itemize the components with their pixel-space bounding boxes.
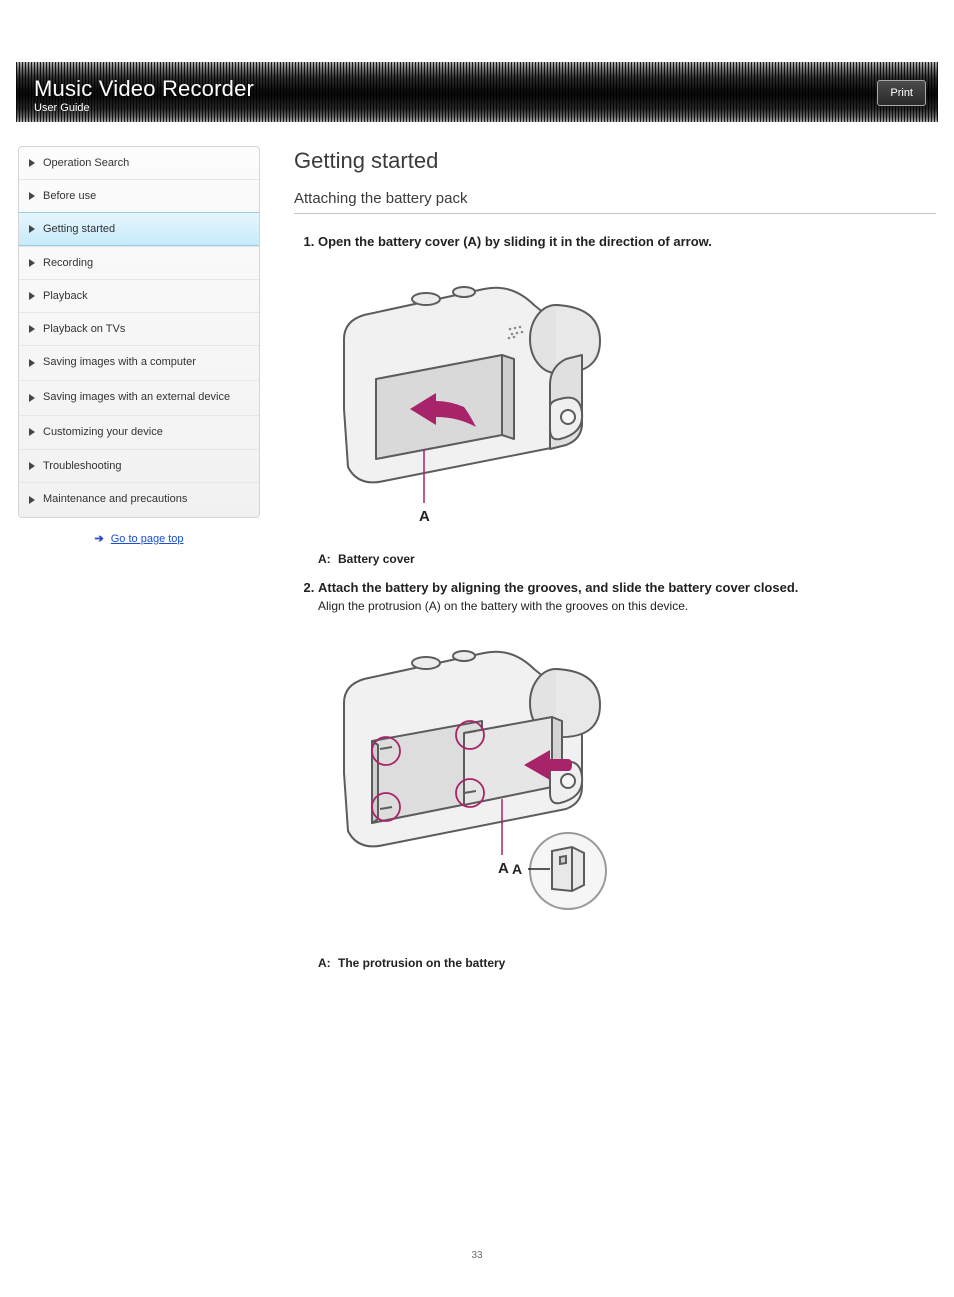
step-1: Open the battery cover (A) by sliding it… [318, 234, 936, 566]
sidebar-item-label: Saving images with a computer [43, 356, 196, 368]
figure-2: A [314, 623, 936, 946]
header-subtitle: User Guide [34, 102, 90, 114]
chevron-right-icon [29, 292, 35, 300]
step-2-note: Align the protrusion (A) on the battery … [318, 599, 936, 613]
sidebar-item-label: Getting started [43, 223, 115, 235]
svg-text:A: A [498, 860, 509, 877]
page-subtitle: Attaching the battery pack [294, 190, 936, 214]
sidebar: Operation Search Before use Getting star… [18, 146, 260, 518]
figure-1-caption: A: Battery cover [318, 552, 936, 566]
chevron-right-icon [29, 259, 35, 267]
chevron-right-icon [29, 225, 35, 233]
figure-1-caption-label: A: [318, 552, 331, 566]
sidebar-item-label: Before use [43, 190, 96, 202]
sidebar-item-label: Playback on TVs [43, 323, 125, 335]
chevron-right-icon [29, 428, 35, 436]
goto-top-text[interactable]: Go to page top [111, 533, 184, 545]
figure-1: A [314, 259, 936, 542]
sidebar-item-label: Playback [43, 290, 88, 302]
sidebar-item-operation-search[interactable]: Operation Search [19, 147, 259, 179]
sidebar-item-playback[interactable]: Playback [19, 279, 259, 312]
figure-1-caption-text: Battery cover [338, 552, 415, 566]
chevron-right-icon [29, 325, 35, 333]
chevron-right-icon [29, 496, 35, 504]
svg-text:A: A [512, 861, 522, 877]
sidebar-item-getting-started[interactable]: Getting started [19, 212, 259, 246]
battery-insert-icon: A [314, 623, 634, 943]
header-title: Music Video Recorder [34, 76, 254, 102]
chevron-right-icon [29, 359, 35, 367]
sidebar-item-maintenance[interactable]: Maintenance and precautions [19, 482, 259, 517]
main: Getting started Attaching the battery pa… [260, 146, 936, 984]
print-button[interactable]: Print [877, 80, 926, 106]
sidebar-item-label: Troubleshooting [43, 460, 121, 472]
battery-cover-open-icon: A [314, 259, 614, 539]
chevron-right-icon [29, 159, 35, 167]
arrow-right-icon: ➔ [94, 533, 103, 545]
sidebar-item-saving-external[interactable]: Saving images with an external device [19, 380, 259, 415]
step-1-text: Open the battery cover (A) by sliding it… [318, 234, 712, 249]
sidebar-item-label: Saving images with an external device [43, 391, 230, 403]
sidebar-item-label: Customizing your device [43, 426, 163, 438]
sidebar-item-label: Maintenance and precautions [43, 493, 187, 505]
figure-2-caption-label: A: [318, 956, 331, 970]
step-2: Attach the battery by aligning the groov… [318, 580, 936, 970]
sidebar-item-playback-tvs[interactable]: Playback on TVs [19, 312, 259, 345]
sidebar-item-before-use[interactable]: Before use [19, 179, 259, 212]
chevron-right-icon [29, 462, 35, 470]
sidebar-item-label: Operation Search [43, 157, 129, 169]
svg-text:A: A [419, 508, 430, 525]
chevron-right-icon [29, 192, 35, 200]
chevron-right-icon [29, 394, 35, 402]
figure-2-caption-text: The protrusion on the battery [338, 956, 505, 970]
sidebar-item-recording[interactable]: Recording [19, 246, 259, 279]
figure-2-caption: A: The protrusion on the battery [318, 956, 936, 970]
sidebar-item-troubleshooting[interactable]: Troubleshooting [19, 449, 259, 482]
sidebar-item-saving-computer[interactable]: Saving images with a computer [19, 345, 259, 380]
goto-top-link[interactable]: ➔ Go to page top [18, 532, 260, 545]
sidebar-item-customizing[interactable]: Customizing your device [19, 415, 259, 450]
sidebar-item-label: Recording [43, 257, 93, 269]
page-title: Getting started [294, 148, 936, 174]
header-bar: Music Video Recorder User Guide Print [16, 62, 938, 122]
step-2-text: Attach the battery by aligning the groov… [318, 580, 798, 595]
page-number: 33 [0, 1250, 954, 1261]
